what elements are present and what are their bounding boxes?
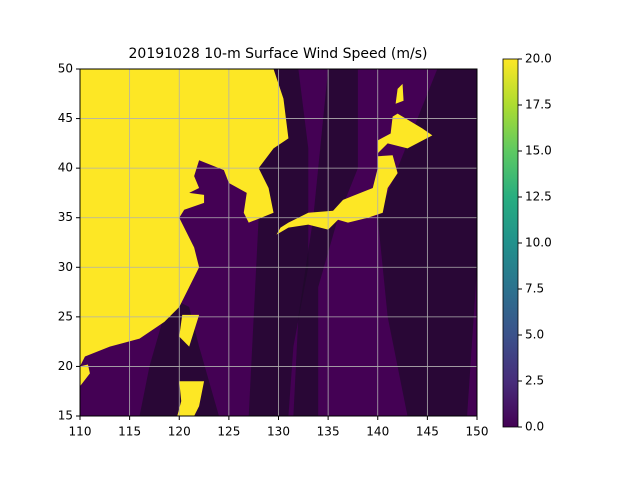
y-tick-label: 30	[58, 260, 73, 274]
y-tick-label: 45	[58, 111, 73, 125]
x-tick-label: 125	[217, 425, 240, 439]
y-tick-label: 25	[58, 309, 73, 323]
colorbar-tick-label: 20.0	[525, 52, 552, 66]
colorbar-tick-label: 5.0	[525, 328, 544, 342]
x-tick-label: 145	[416, 425, 439, 439]
x-tick-label: 140	[366, 425, 389, 439]
plot-frame	[79, 68, 478, 417]
swath	[293, 69, 358, 416]
x-tick-label: 130	[267, 425, 290, 439]
colorbar-tick-label: 15.0	[525, 144, 552, 158]
land	[80, 364, 90, 387]
x-tick-label: 110	[69, 425, 92, 439]
land	[276, 155, 398, 235]
colorbar-tick-label: 17.5	[525, 98, 552, 112]
y-tick-label: 20	[58, 359, 73, 373]
land	[177, 381, 205, 416]
colorbar-tick-label: 10.0	[525, 236, 552, 250]
land	[395, 83, 404, 104]
x-tick-label: 120	[168, 425, 191, 439]
x-tick-label: 150	[466, 425, 489, 439]
y-tick-label: 50	[58, 62, 73, 76]
colorbar-tick-label: 12.5	[525, 190, 552, 204]
chart-title: 20191028 10-m Surface Wind Speed (m/s)	[129, 46, 428, 62]
colorbar-tick-label: 0.0	[525, 420, 544, 434]
land	[80, 69, 289, 367]
y-tick-label: 35	[58, 210, 73, 224]
y-tick-label: 15	[58, 409, 73, 423]
land	[179, 314, 200, 347]
y-tick-label: 40	[58, 161, 73, 175]
colorbar	[502, 58, 519, 428]
land	[377, 113, 433, 154]
colorbar-tick-label: 2.5	[525, 374, 544, 388]
colorbar-tick-label: 7.5	[525, 282, 544, 296]
x-tick-label: 115	[118, 425, 141, 439]
x-tick-label: 135	[317, 425, 340, 439]
